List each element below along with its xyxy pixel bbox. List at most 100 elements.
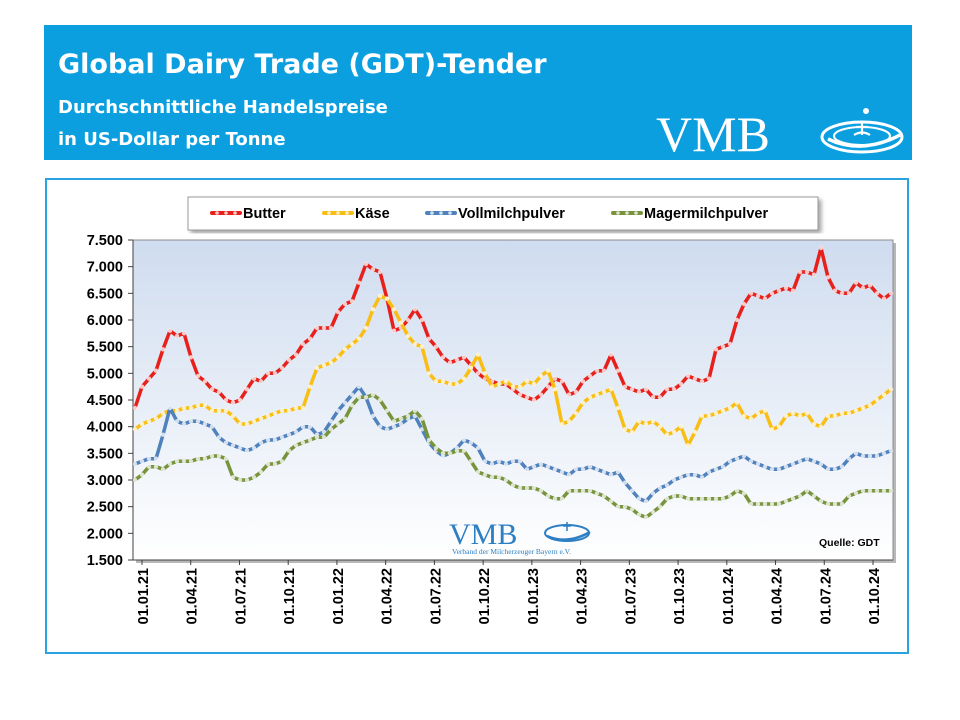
data-point-k-se [832,413,838,419]
data-point-k-se [328,360,334,365]
data-point-k-se [517,384,523,389]
data-point-k-se [405,333,411,339]
data-point-magermilchpulver [216,453,222,459]
data-point-vollmilchpulver [195,419,201,424]
data-point-k-se [202,403,208,408]
legend-label: Butter [243,206,286,222]
data-point-magermilchpulver [363,395,369,400]
data-point-vollmilchpulver [461,437,467,443]
data-point-butter [762,296,768,301]
x-tick-label: 01.04.21 [185,568,201,624]
data-point-magermilchpulver [685,496,691,501]
data-point-vollmilchpulver [811,459,817,464]
data-point-k-se [601,389,607,395]
data-point-magermilchpulver [664,496,670,501]
data-point-magermilchpulver [181,459,187,464]
data-point-k-se [251,419,257,424]
data-point-magermilchpulver [888,488,894,493]
chart-frame: 1.500 2.000 2.500 3.000 3.500 4.000 4.500 5.000… [45,178,909,654]
data-point-k-se [510,384,516,389]
x-tick-label: 01.07.24 [818,568,834,624]
data-point-butter [587,373,593,379]
y-tick-label: 3.500 [87,446,123,462]
legend: Butter Käse Vollmilchpulver Magermilchpulve… [187,196,819,231]
legend-swatch-marker [430,211,434,215]
source-label: Quelle: GDT [819,537,880,549]
data-point-vollmilchpulver [279,435,285,440]
data-point-magermilchpulver [237,477,243,483]
series-k-se [132,293,894,448]
data-point-butter [244,387,250,392]
data-point-butter [720,344,726,349]
data-point-vollmilchpulver [132,461,138,467]
data-point-magermilchpulver [139,472,145,477]
data-point-vollmilchpulver [251,445,257,451]
data-point-k-se [412,341,418,347]
x-tick-label: 01.01.24 [721,568,737,624]
data-point-butter [713,347,719,352]
data-point-butter [825,275,831,280]
data-point-butter [524,395,530,400]
data-point-butter [132,405,138,411]
x-tick-label: 01.01.22 [331,568,347,624]
data-point-k-se [846,411,852,416]
data-point-butter [461,355,467,360]
data-point-magermilchpulver [615,504,621,509]
data-point-vollmilchpulver [650,491,656,496]
data-point-k-se [237,421,243,427]
data-point-magermilchpulver [783,499,789,504]
data-point-vollmilchpulver [783,464,789,469]
data-point-butter [258,379,264,384]
data-point-butter [594,368,600,373]
page-subtitle-line1: Durchschnittliche Handelspreise [58,97,388,118]
data-point-magermilchpulver [132,477,138,483]
data-point-vollmilchpulver [720,464,726,469]
data-point-k-se [272,411,278,416]
data-point-magermilchpulver [741,491,747,496]
data-point-k-se [307,384,313,389]
x-tick-label: 01.04.22 [380,568,396,624]
vmb-logo: VMB [656,106,904,157]
x-tick-label: 01.01.21 [136,568,152,624]
data-point-magermilchpulver [195,456,201,461]
data-point-k-se [783,413,789,419]
data-point-butter [867,283,873,288]
data-point-k-se [888,387,894,392]
legend-swatch-marker [336,211,340,215]
data-point-k-se [377,293,383,299]
data-point-magermilchpulver [776,501,782,507]
data-point-butter [853,280,859,285]
data-point-butter [342,301,348,307]
data-point-k-se [545,368,551,373]
data-point-butter [335,309,341,315]
data-point-vollmilchpulver [762,464,768,469]
vmb-watermark-text: VMB [449,518,517,551]
data-point-k-se [755,411,761,416]
data-point-magermilchpulver [293,443,299,448]
data-point-magermilchpulver [482,472,488,477]
data-point-k-se [475,352,481,357]
data-point-vollmilchpulver [846,456,852,461]
data-point-magermilchpulver [517,485,523,491]
data-point-vollmilchpulver [832,467,838,472]
data-point-magermilchpulver [377,397,383,403]
data-point-vollmilchpulver [188,419,194,424]
data-point-magermilchpulver [342,416,348,421]
x-tick-label: 01.01.23 [526,568,542,624]
data-point-vollmilchpulver [748,459,754,464]
data-point-butter [328,325,334,331]
data-point-k-se [804,411,810,416]
data-point-vollmilchpulver [881,451,887,456]
data-point-butter [454,357,460,363]
data-point-k-se [594,392,600,397]
data-point-butter [223,397,229,403]
data-point-magermilchpulver [398,416,404,421]
data-point-vollmilchpulver [594,467,600,472]
data-point-k-se [825,413,831,419]
legend-item-vollmilchpulver: Vollmilchpulver [425,206,565,222]
data-point-magermilchpulver [454,448,460,453]
data-point-k-se [384,296,390,301]
data-point-magermilchpulver [853,491,859,496]
data-point-k-se [286,408,292,413]
data-point-butter [538,392,544,397]
